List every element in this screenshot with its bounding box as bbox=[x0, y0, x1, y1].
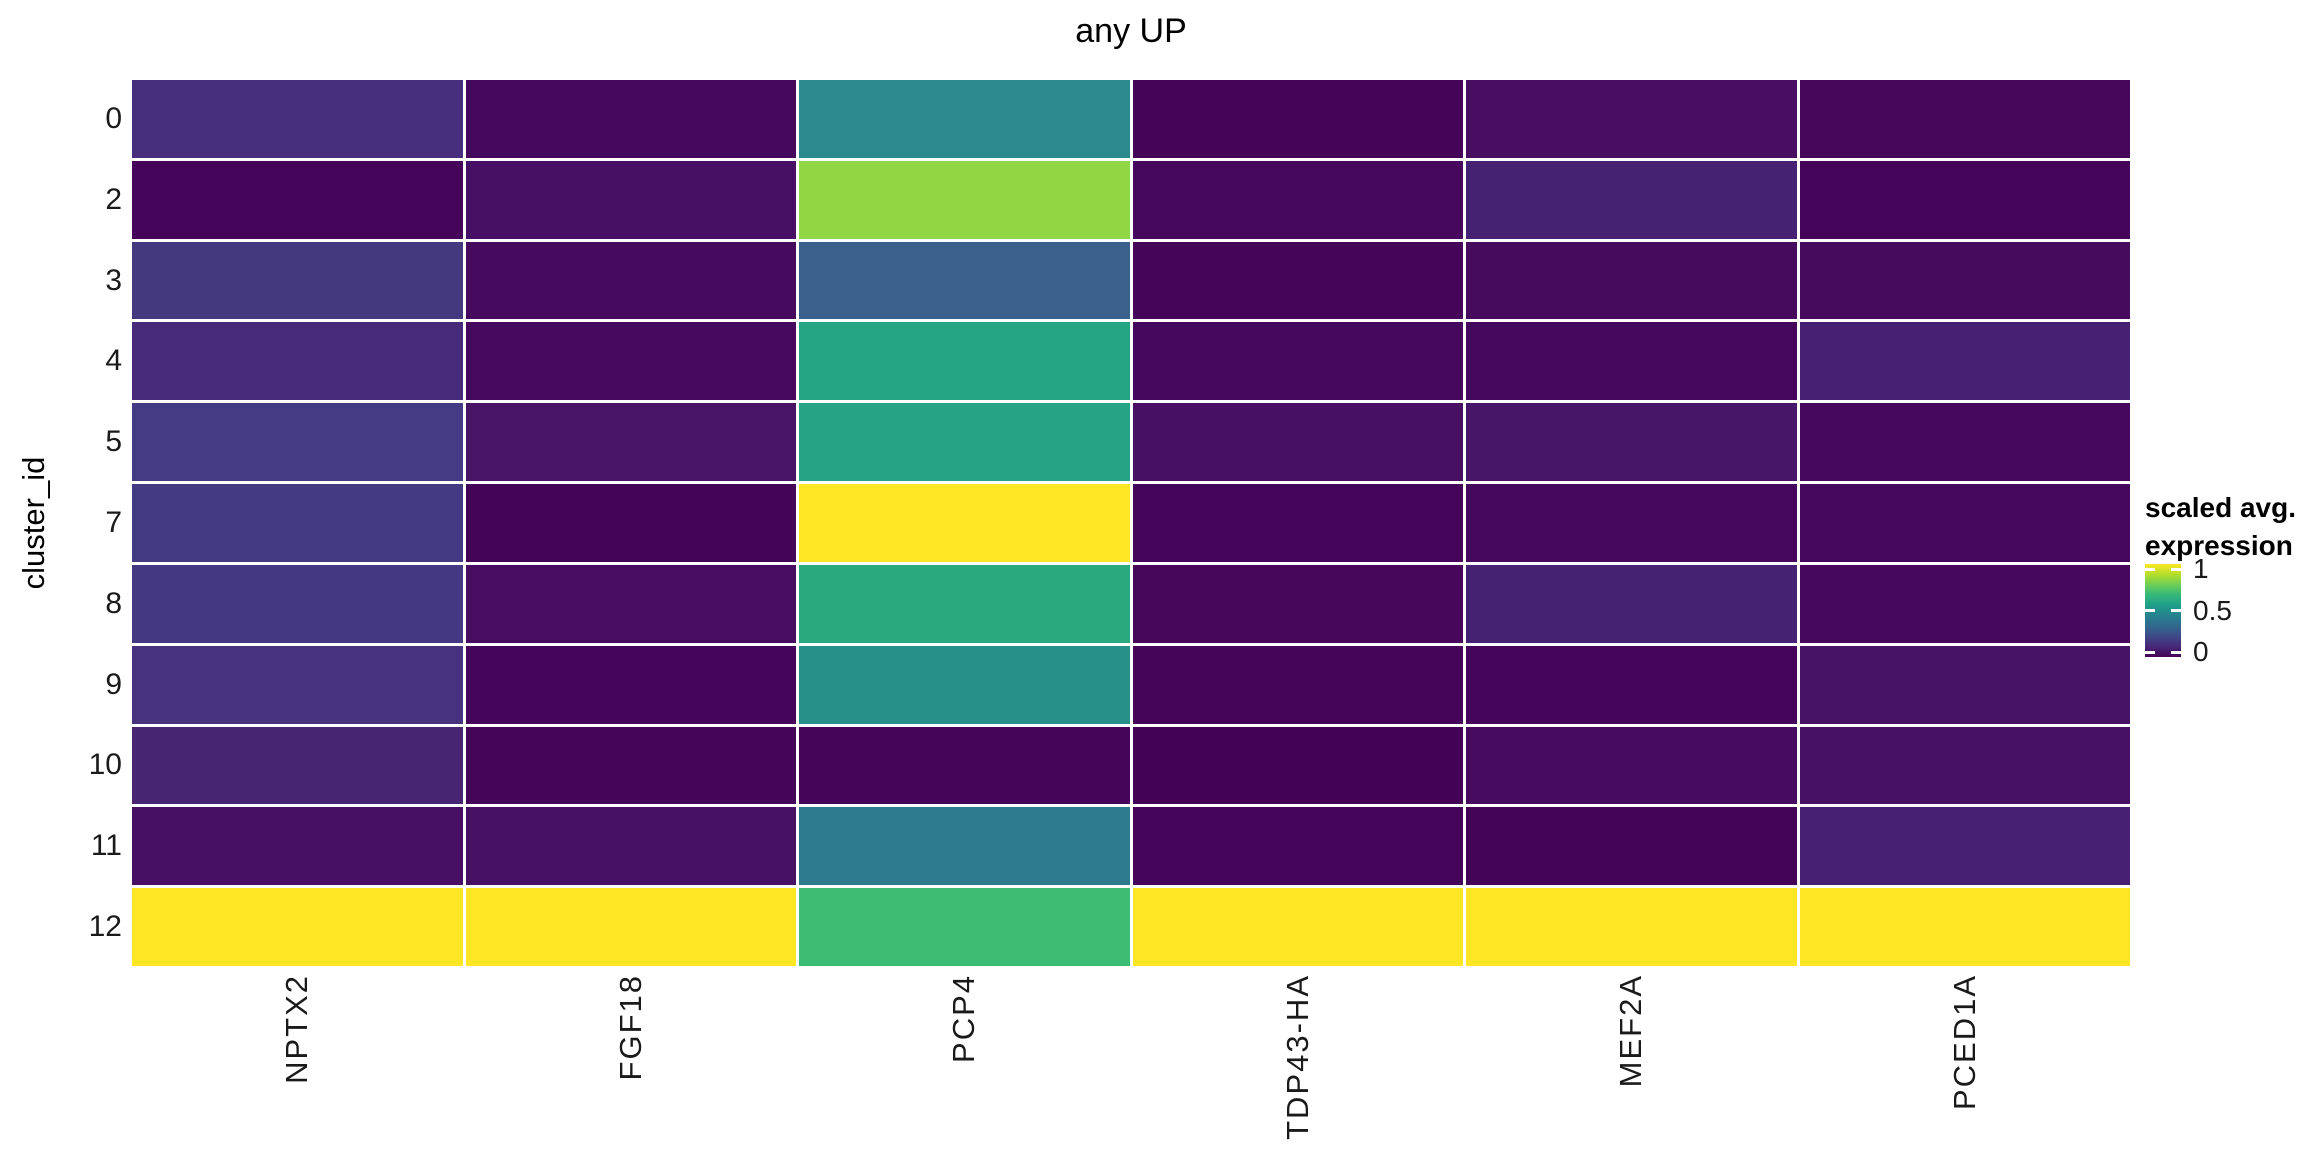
heatmap-cell bbox=[132, 888, 463, 966]
heatmap-cell bbox=[1466, 726, 1797, 805]
heatmap-cell bbox=[1799, 645, 2130, 724]
heatmap-cell bbox=[1466, 564, 1797, 643]
heatmap-cell bbox=[465, 484, 796, 562]
heatmap-cell bbox=[799, 807, 1130, 886]
heatmap-cell bbox=[132, 241, 463, 320]
heatmap-cell bbox=[1799, 564, 2130, 643]
heatmap-cell bbox=[1132, 807, 1463, 886]
heatmap-cell bbox=[1132, 322, 1463, 401]
heatmap-grid bbox=[132, 80, 2130, 966]
legend-tick-mark bbox=[2171, 567, 2181, 571]
heatmap-cell bbox=[132, 807, 463, 886]
heatmap-cell bbox=[465, 241, 796, 320]
x-tick-label: MEF2A bbox=[1613, 974, 1649, 1088]
heatmap-cell bbox=[1132, 403, 1463, 482]
y-tick-label: 3 bbox=[105, 263, 122, 297]
heatmap-cell bbox=[132, 403, 463, 482]
y-tick-label: 2 bbox=[105, 182, 122, 216]
heatmap-cell bbox=[1132, 726, 1463, 805]
legend-tick-mark bbox=[2145, 567, 2155, 571]
heatmap-cell bbox=[799, 564, 1130, 643]
legend-title-line1: scaled avg. bbox=[2145, 492, 2296, 523]
heatmap-cell bbox=[1466, 807, 1797, 886]
legend-tick-label: 0 bbox=[2193, 636, 2209, 667]
heatmap-cell bbox=[1799, 403, 2130, 482]
heatmap-cell bbox=[1799, 484, 2130, 562]
heatmap-cell bbox=[132, 484, 463, 562]
heatmap-cell bbox=[1466, 484, 1797, 562]
heatmap-cell bbox=[465, 322, 796, 401]
heatmap-cell bbox=[799, 726, 1130, 805]
heatmap-cell bbox=[1799, 322, 2130, 401]
heatmap-cell bbox=[132, 726, 463, 805]
legend-tick-mark bbox=[2145, 650, 2155, 654]
heatmap-cell bbox=[1466, 80, 1797, 158]
heatmap-cell bbox=[465, 645, 796, 724]
y-tick-label: 10 bbox=[88, 748, 122, 782]
heatmap-cell bbox=[1132, 241, 1463, 320]
heatmap-cell bbox=[465, 403, 796, 482]
heatmap-cell bbox=[1132, 888, 1463, 966]
heatmap-cell bbox=[1799, 80, 2130, 158]
heatmap-cell bbox=[465, 160, 796, 239]
heatmap-cell bbox=[1799, 807, 2130, 886]
heatmap-cell bbox=[1799, 888, 2130, 966]
heatmap-cell bbox=[1466, 403, 1797, 482]
y-tick-label: 8 bbox=[105, 586, 122, 620]
x-tick-label: TDP43-HA bbox=[1279, 974, 1315, 1140]
heatmap-cell bbox=[465, 807, 796, 886]
heatmap-cell bbox=[1466, 888, 1797, 966]
legend-title-line2: expression bbox=[2145, 530, 2293, 561]
heatmap-cell bbox=[1799, 241, 2130, 320]
y-tick-label: 12 bbox=[88, 910, 122, 944]
heatmap-cell bbox=[1799, 726, 2130, 805]
x-tick-label: FGF18 bbox=[612, 974, 648, 1081]
heatmap-cell bbox=[1132, 80, 1463, 158]
y-tick-label: 9 bbox=[105, 667, 122, 701]
legend-tick-mark bbox=[2171, 650, 2181, 654]
y-tick-label: 11 bbox=[90, 829, 122, 863]
heatmap-cell bbox=[1799, 160, 2130, 239]
heatmap-cell bbox=[465, 80, 796, 158]
legend-tick-label: 0.5 bbox=[2193, 594, 2232, 626]
heatmap-cell bbox=[465, 564, 796, 643]
heatmap-cell bbox=[799, 484, 1130, 562]
legend-tick-mark bbox=[2145, 609, 2155, 612]
y-tick-label: 7 bbox=[105, 506, 122, 539]
heatmap-cell bbox=[799, 645, 1130, 724]
legend-tick-label: 1 bbox=[2193, 553, 2209, 584]
heatmap-cell bbox=[799, 888, 1130, 966]
heatmap-cell bbox=[1466, 241, 1797, 320]
heatmap-cell bbox=[1132, 160, 1463, 239]
heatmap-cell bbox=[799, 80, 1130, 158]
heatmap-cell bbox=[1132, 564, 1463, 643]
heatmap-cell bbox=[132, 160, 463, 239]
plot-title: any UP bbox=[1075, 12, 1187, 50]
y-tick-label: 0 bbox=[105, 101, 122, 135]
heatmap-cell bbox=[465, 726, 796, 805]
heatmap-cell bbox=[132, 80, 463, 158]
heatmap-cell bbox=[1132, 484, 1463, 562]
heatmap-cell bbox=[799, 160, 1130, 239]
heatmap-cell bbox=[465, 888, 796, 966]
heatmap-cell bbox=[1466, 322, 1797, 401]
heatmap-cell bbox=[1466, 645, 1797, 724]
heatmap-cell bbox=[799, 241, 1130, 320]
x-tick-label: PCP4 bbox=[946, 974, 982, 1063]
y-tick-label: 4 bbox=[105, 344, 122, 378]
legend-tick-mark bbox=[2171, 609, 2181, 612]
x-tick-label: PCED1A bbox=[1946, 974, 1982, 1111]
heatmap-cell bbox=[799, 322, 1130, 401]
heatmap-cell bbox=[1466, 160, 1797, 239]
heatmap-cell bbox=[132, 645, 463, 724]
heatmap-cell bbox=[132, 564, 463, 643]
y-tick-label: 5 bbox=[105, 425, 122, 459]
x-tick-label: NPTX2 bbox=[279, 974, 315, 1084]
heatmap-cell bbox=[1132, 645, 1463, 724]
heatmap-cell bbox=[132, 322, 463, 401]
heatmap-cell bbox=[799, 403, 1130, 482]
